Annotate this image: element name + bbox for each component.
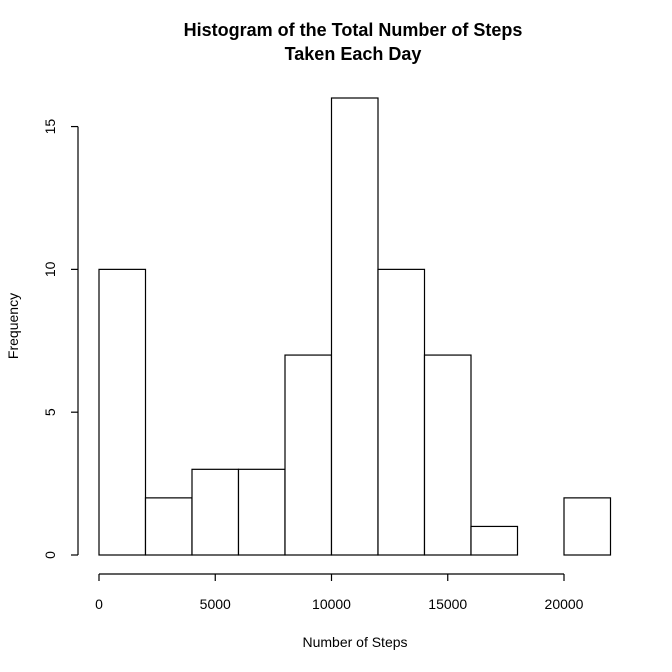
histogram-bar-4 bbox=[284, 354, 333, 556]
histogram-bar-0 bbox=[98, 268, 147, 556]
x-tick-label: 10000 bbox=[312, 596, 351, 612]
histogram-bar-5 bbox=[330, 97, 379, 556]
histogram-bar-6 bbox=[377, 268, 426, 556]
chart-title-line2: Taken Each Day bbox=[285, 44, 422, 64]
y-axis-label: Frequency bbox=[5, 293, 21, 359]
x-tick-label: 15000 bbox=[428, 596, 467, 612]
x-tick-label: 5000 bbox=[200, 596, 231, 612]
x-axis-label: Number of Steps bbox=[302, 634, 407, 650]
x-tick-label: 0 bbox=[95, 596, 103, 612]
histogram-bar-7 bbox=[423, 354, 472, 556]
histogram-bar-2 bbox=[191, 468, 240, 556]
histogram-bar-8 bbox=[470, 525, 519, 556]
y-axis: 0 5 10 15 bbox=[42, 119, 79, 559]
y-tick-label: 5 bbox=[42, 408, 58, 416]
bars-group bbox=[98, 97, 612, 556]
histogram-bar-3 bbox=[237, 468, 286, 556]
x-axis: 0 5000 10000 15000 20000 bbox=[95, 573, 584, 612]
chart-title-line1: Histogram of the Total Number of Steps bbox=[184, 20, 523, 40]
x-tick-label: 20000 bbox=[545, 596, 584, 612]
histogram-bar-1 bbox=[144, 497, 193, 556]
y-tick-label: 0 bbox=[42, 551, 58, 559]
y-tick-label: 15 bbox=[42, 119, 58, 135]
histogram-bar-10 bbox=[563, 497, 612, 556]
y-tick-label: 10 bbox=[42, 261, 58, 277]
